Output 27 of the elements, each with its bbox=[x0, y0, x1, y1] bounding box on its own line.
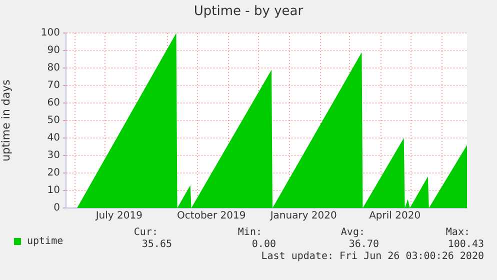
y-tick-label: 0 bbox=[54, 202, 60, 214]
text: Avg: bbox=[340, 227, 365, 238]
text: Cur: bbox=[134, 227, 158, 238]
text: 35.65 bbox=[142, 239, 172, 250]
y-tick-label: 30 bbox=[47, 150, 60, 162]
y-tick-label: 90 bbox=[47, 45, 60, 56]
x-tick-label: January 2020 bbox=[269, 210, 337, 222]
text: 36.70 bbox=[348, 239, 379, 250]
text: Min: bbox=[238, 227, 262, 238]
x-tick-label: July 2019 bbox=[94, 210, 142, 222]
x-tick-label: October 2019 bbox=[177, 210, 246, 222]
chart-title: Uptime - by year bbox=[192, 4, 304, 19]
x-tick-label: April 2020 bbox=[369, 210, 421, 222]
legend-label: uptime bbox=[27, 236, 64, 247]
y-axis-title: uptime in days bbox=[0, 79, 12, 162]
text: 100.43 bbox=[448, 239, 484, 250]
y-tick-label: 80 bbox=[47, 62, 60, 74]
y-tick-label: 100 bbox=[40, 28, 60, 39]
y-tick-label: 40 bbox=[47, 132, 60, 144]
text: Max: bbox=[446, 227, 470, 238]
y-tick-label: 20 bbox=[47, 168, 60, 179]
y-tick-label: 60 bbox=[47, 98, 60, 109]
y-tick-label: 70 bbox=[47, 80, 60, 92]
text: Last update: Fri Jun 26 03:00:26 2020 bbox=[261, 251, 484, 262]
text: 0.00 bbox=[252, 239, 276, 250]
y-tick-label: 50 bbox=[47, 115, 60, 126]
y-tick-label: 10 bbox=[47, 185, 60, 196]
